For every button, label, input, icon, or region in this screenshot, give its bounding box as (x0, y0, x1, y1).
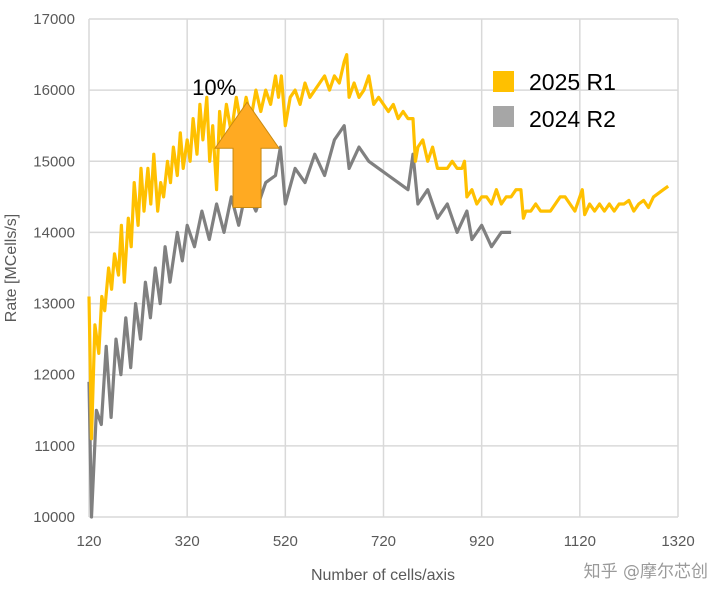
legend-label-2025-r1: 2025 R1 (529, 69, 616, 95)
x-axis-title: Number of cells/axis (311, 567, 455, 584)
x-tick-label: 120 (76, 533, 101, 550)
annotations: 10% (192, 75, 281, 209)
x-tick-label: 520 (273, 533, 298, 550)
series-line-2024-r2 (87, 124, 512, 519)
series-lines (87, 52, 670, 519)
legend-swatch-2024-r2 (493, 106, 514, 127)
x-tick-label: 320 (175, 533, 200, 550)
watermark: 知乎 @摩尔芯创 (584, 562, 708, 582)
y-tick-label: 10000 (33, 509, 75, 526)
x-tick-label: 720 (371, 533, 396, 550)
y-tick-label: 16000 (33, 82, 75, 99)
x-tick-label: 1320 (661, 533, 694, 550)
legend-label-2024-r2: 2024 R2 (529, 106, 616, 132)
y-tick-label: 14000 (33, 224, 75, 241)
legend: 2025 R1 2024 R2 (493, 69, 616, 132)
x-tick-label: 920 (469, 533, 494, 550)
y-tick-label: 13000 (33, 296, 75, 313)
x-tick-labels: 120 320 520 720 920 1120 1320 (76, 533, 694, 550)
y-tick-label: 12000 (33, 367, 75, 384)
y-axis-title: Rate [MCells/s] (3, 214, 20, 322)
legend-swatch-2025-r1 (493, 71, 514, 92)
series-line-2025-r1 (87, 52, 670, 441)
annotation-label: 10% (192, 75, 236, 100)
y-tick-label: 17000 (33, 11, 75, 28)
y-tick-label: 15000 (33, 153, 75, 170)
up-arrow-icon (214, 101, 281, 209)
y-tick-labels: 10000 11000 12000 13000 14000 15000 16000 17000 (33, 11, 75, 526)
y-tick-label: 11000 (34, 438, 75, 455)
x-tick-label: 1120 (564, 533, 596, 550)
